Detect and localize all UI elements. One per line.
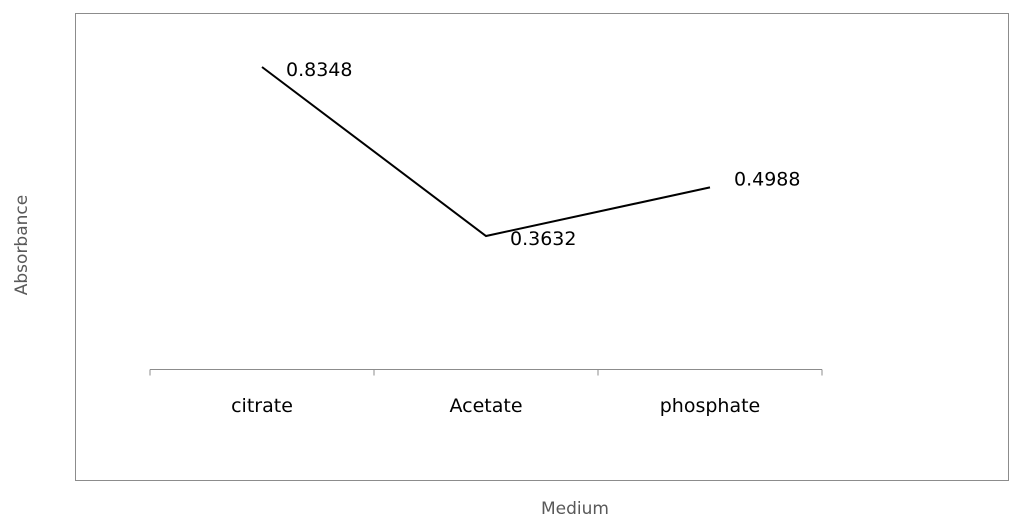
x-tick-label-citrate: citrate [231,395,293,417]
data-labels-group: 0.8348 0.3632 0.4988 [286,59,800,250]
data-label-phosphate: 0.4988 [734,168,800,190]
data-label-acetate: 0.3632 [510,228,576,250]
x-tick-label-acetate: Acetate [449,395,522,417]
x-axis: citrate Acetate phosphate [149,369,823,417]
series-line [261,66,711,238]
x-tick-label-phosphate: phosphate [660,395,761,417]
data-label-citrate: 0.8348 [286,59,352,81]
plot-area-frame [75,13,1009,481]
x-axis-title: Medium [541,499,609,519]
series-group [261,66,711,238]
y-axis-title: Absorbance [12,195,32,295]
